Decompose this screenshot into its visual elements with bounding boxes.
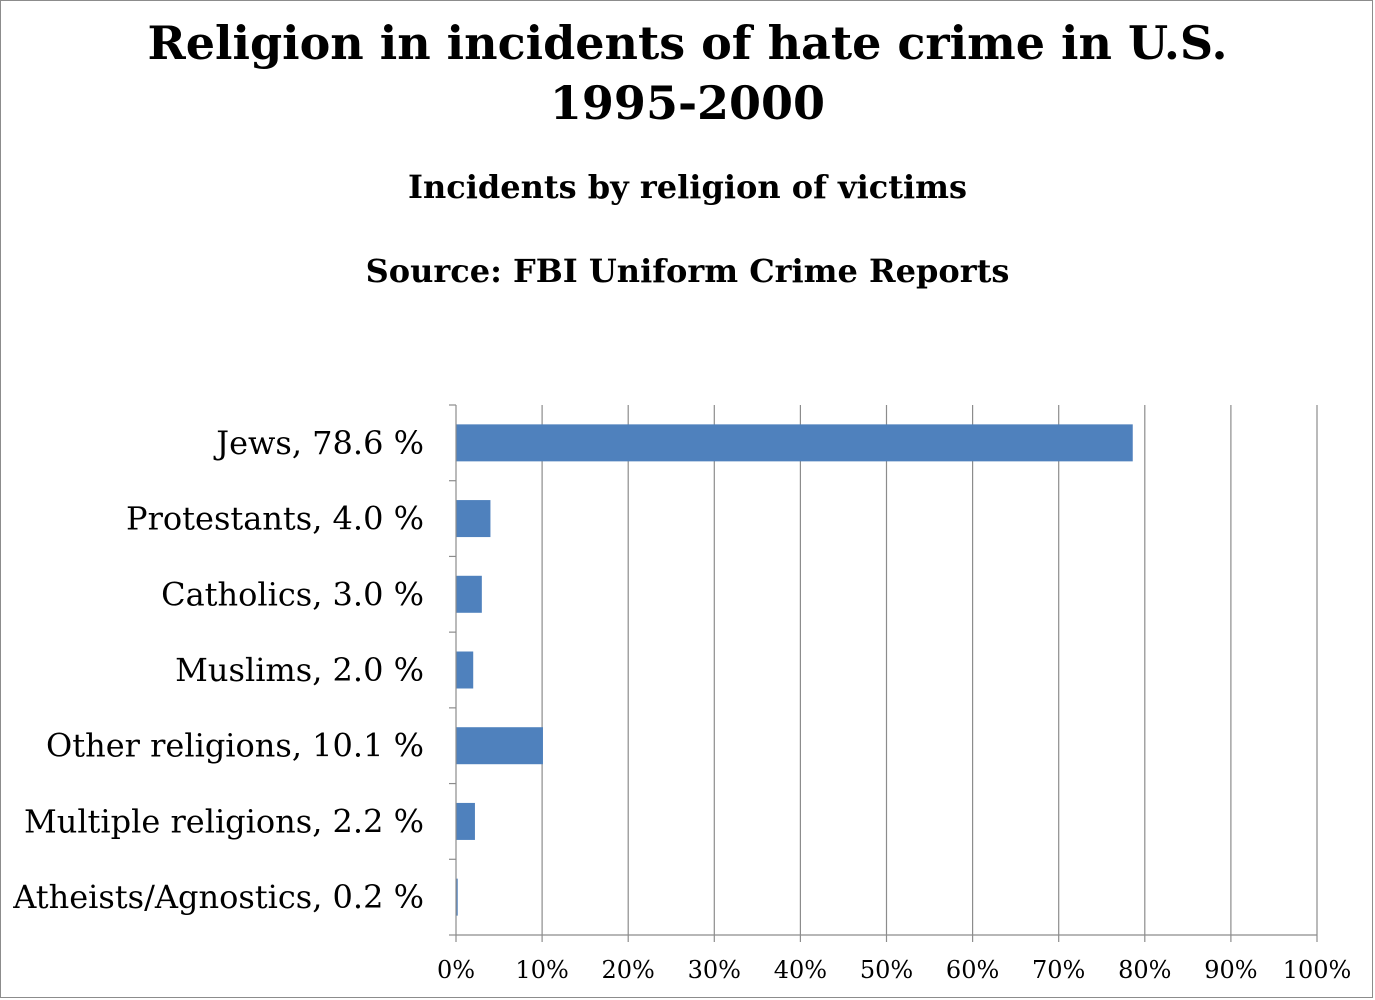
bar bbox=[456, 651, 474, 689]
category-label: Muslims, 2.0 % bbox=[175, 651, 424, 689]
category-label: Other religions, 10.1 % bbox=[46, 727, 424, 765]
bar bbox=[456, 500, 491, 538]
bar bbox=[456, 424, 1133, 462]
chart-subtitle: Incidents by religion of victims bbox=[407, 168, 968, 206]
bar bbox=[456, 727, 543, 765]
category-label: Atheists/Agnostics, 0.2 % bbox=[12, 878, 424, 916]
x-tick-label: 90% bbox=[1204, 956, 1257, 984]
x-tick-label: 20% bbox=[602, 956, 655, 984]
bar bbox=[456, 575, 482, 613]
chart-title-line-2: 1995-2000 bbox=[549, 76, 826, 130]
x-tick-label: 100% bbox=[1283, 956, 1352, 984]
category-label: Catholics, 3.0 % bbox=[161, 575, 424, 613]
axes bbox=[449, 404, 1318, 942]
x-tick-label: 80% bbox=[1118, 956, 1171, 984]
bars bbox=[456, 424, 1133, 916]
chart-title-line-1: Religion in incidents of hate crime in U… bbox=[147, 16, 1228, 70]
x-tick-label: 30% bbox=[688, 956, 741, 984]
chart-source: Source: FBI Uniform Crime Reports bbox=[365, 252, 1010, 290]
x-tick-label: 0% bbox=[437, 956, 475, 984]
x-tick-label: 60% bbox=[946, 956, 999, 984]
tick-labels: 0% 10% 20% 30% 40% 50% 60% 70% 80% 90% 100% bbox=[437, 956, 1351, 984]
category-label: Jews, 78.6 % bbox=[213, 424, 424, 462]
category-label: Protestants, 4.0 % bbox=[126, 500, 424, 538]
bar bbox=[456, 802, 475, 840]
x-tick-label: 40% bbox=[774, 956, 827, 984]
x-tick-label: 70% bbox=[1032, 956, 1085, 984]
category-label: Multiple religions, 2.2 % bbox=[24, 802, 424, 840]
bar bbox=[456, 878, 458, 916]
x-tick-label: 50% bbox=[860, 956, 913, 984]
category-labels: Jews, 78.6 % Protestants, 4.0 % Catholics,… bbox=[12, 424, 424, 916]
x-tick-label: 10% bbox=[515, 956, 568, 984]
gridlines bbox=[541, 405, 1318, 935]
